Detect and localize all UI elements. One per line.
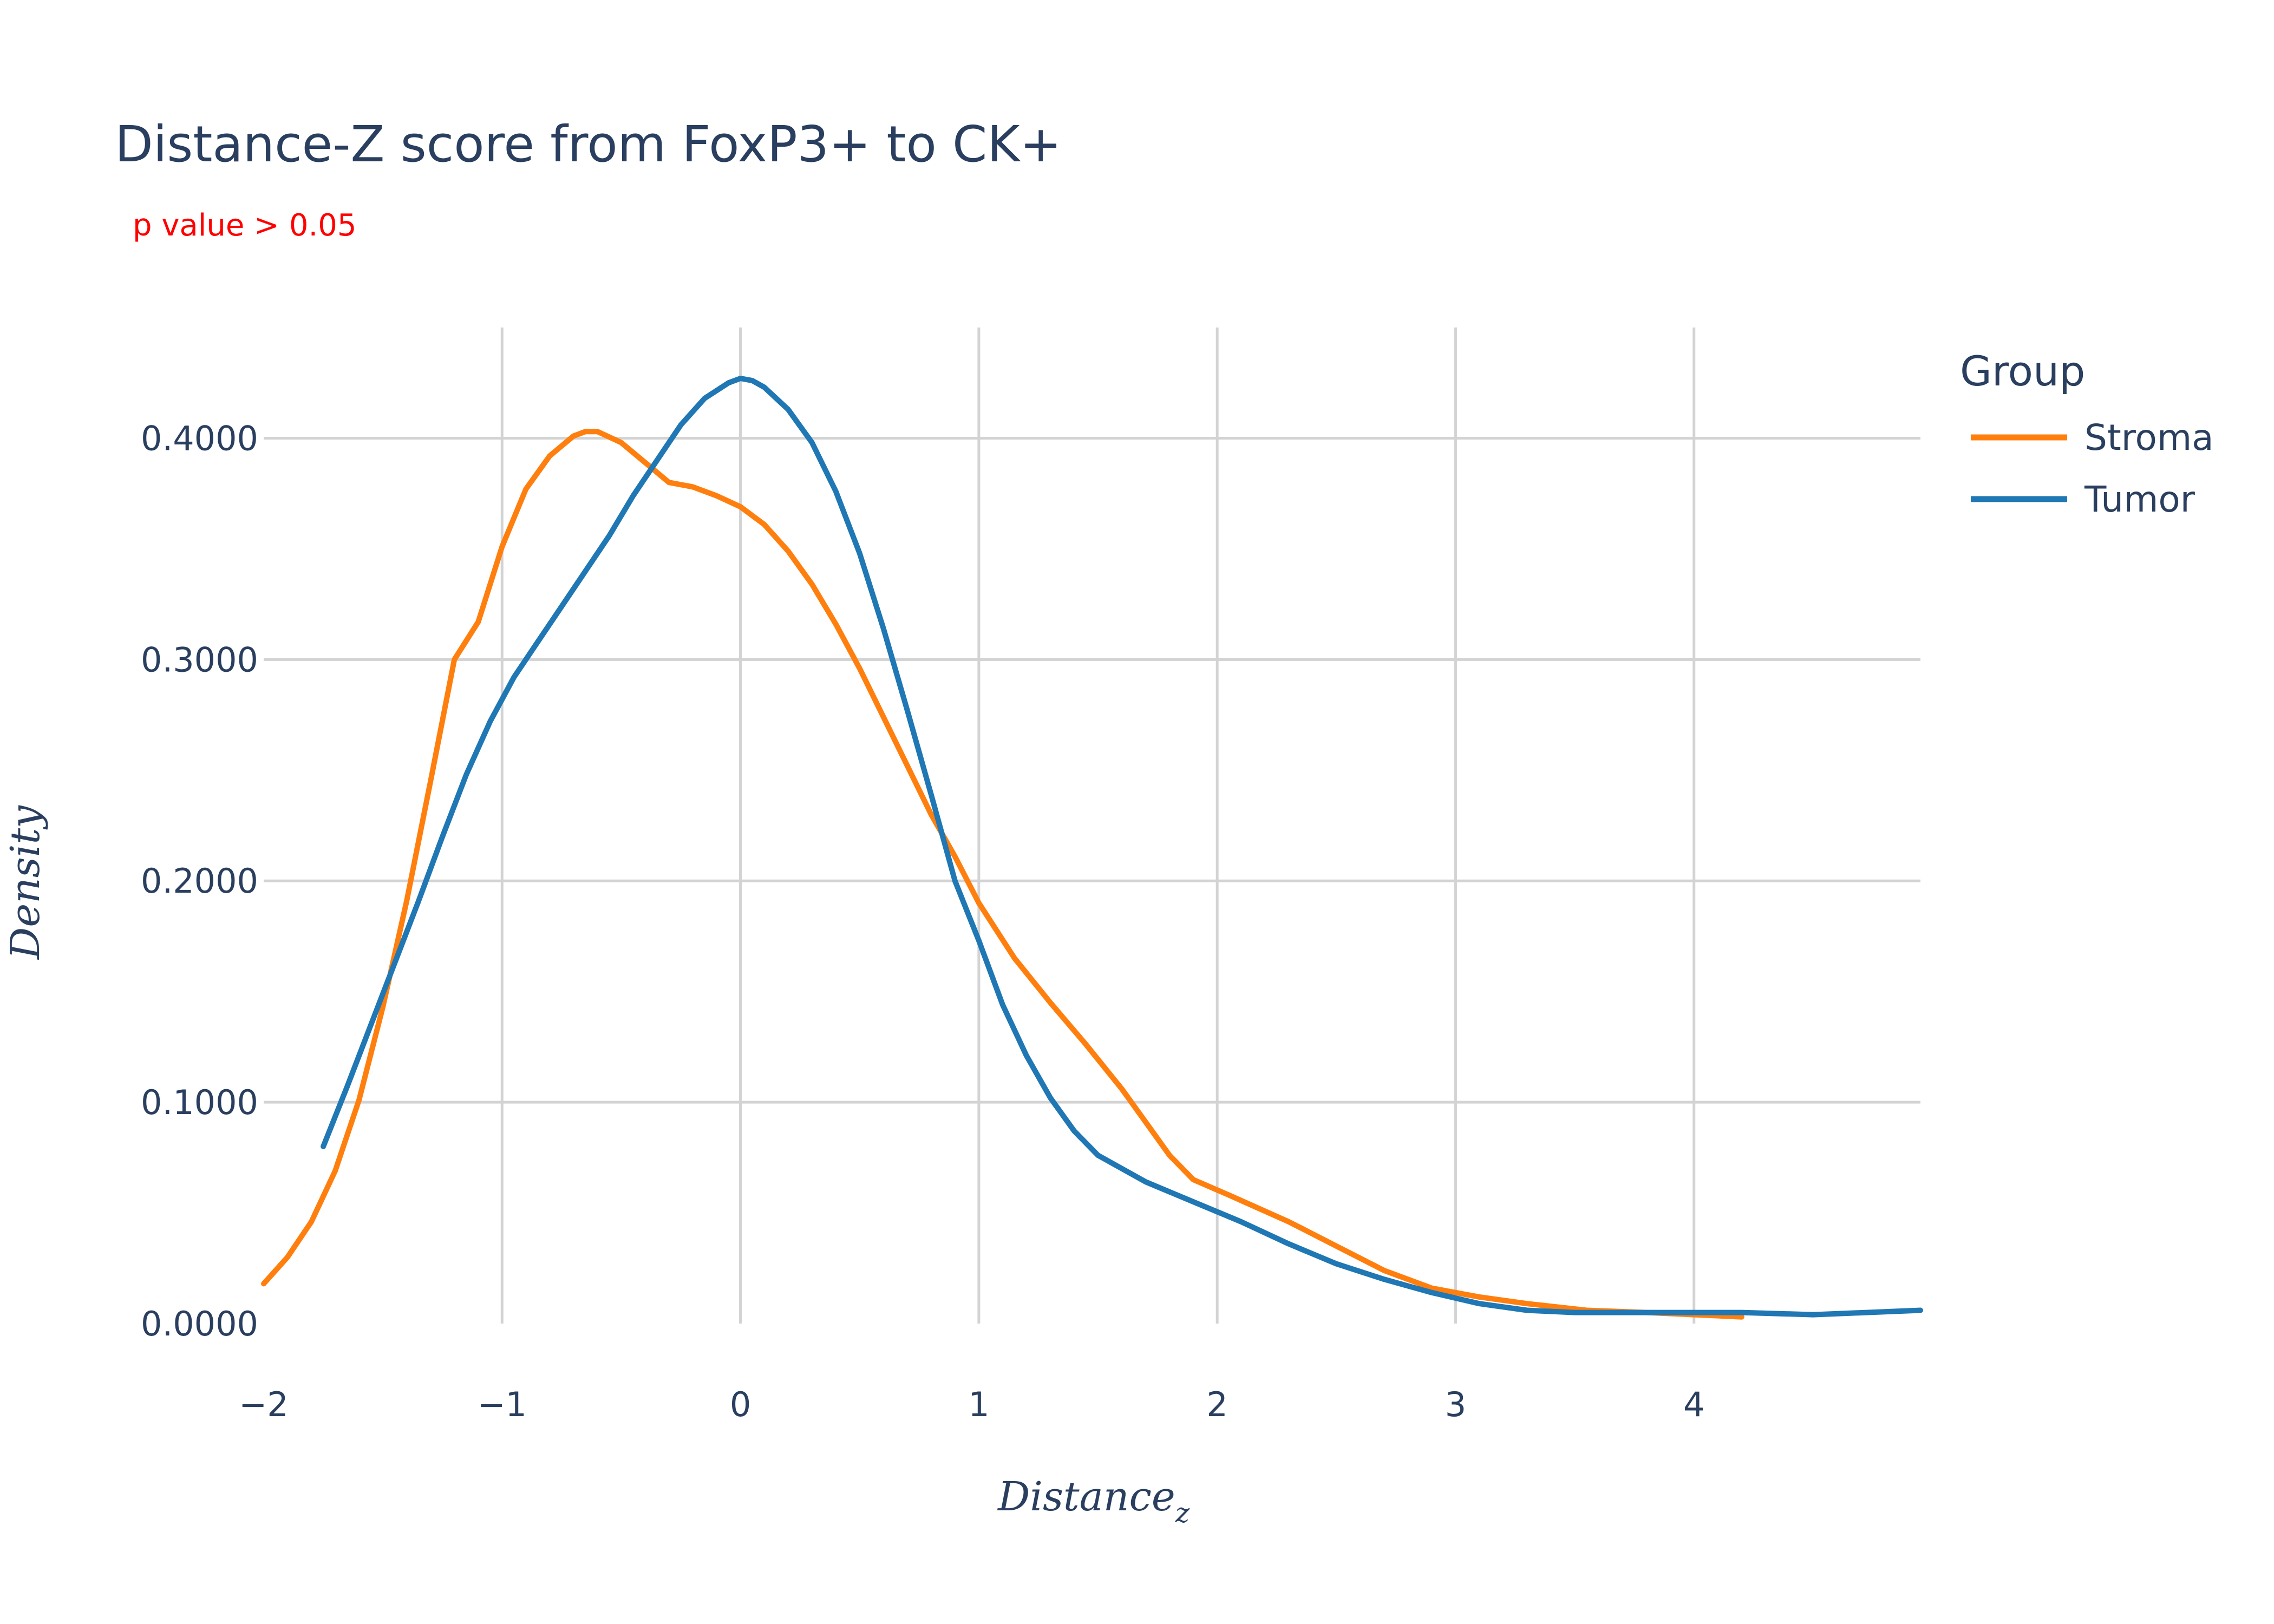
y-tick-label: 0.3000 xyxy=(141,640,258,679)
y-tick-label: 0.0000 xyxy=(141,1304,258,1344)
x-tick-label: 0 xyxy=(730,1385,751,1424)
x-tick-label: −2 xyxy=(239,1385,288,1424)
x-tick-label: 3 xyxy=(1445,1385,1466,1424)
legend: Group Stroma Tumor xyxy=(1960,347,2214,520)
x-tick-label: 4 xyxy=(1683,1385,1704,1424)
y-tick-label: 0.4000 xyxy=(141,418,258,458)
x-axis-label-main: Distance xyxy=(997,1474,1175,1520)
x-tick-label: 1 xyxy=(968,1385,989,1424)
x-tick-label: 2 xyxy=(1206,1385,1227,1424)
chart-title: Distance-Z score from FoxP3+ to CK+ xyxy=(115,115,1062,173)
series-line-tumor xyxy=(321,376,1923,1318)
x-tick-label: −1 xyxy=(478,1385,527,1424)
legend-title: Group xyxy=(1960,347,2085,395)
series-line-stroma xyxy=(261,429,1744,1320)
y-tick-label: 0.2000 xyxy=(141,861,258,901)
legend-item-stroma[interactable]: Stroma xyxy=(1971,417,2214,459)
series-lines xyxy=(261,376,1923,1320)
x-axis-ticks: −2 −1 0 1 2 3 4 xyxy=(239,1385,1704,1424)
y-axis-label: Density xyxy=(2,805,49,960)
chart-subtitle: p value > 0.05 xyxy=(133,208,357,243)
gridlines xyxy=(264,328,1920,1324)
x-axis-label: Distancez xyxy=(997,1474,1190,1529)
y-tick-label: 0.1000 xyxy=(141,1083,258,1122)
x-axis-label-subscript: z xyxy=(1175,1497,1190,1529)
y-axis-ticks: 0.0000 0.1000 0.2000 0.3000 0.4000 xyxy=(141,418,258,1344)
legend-label: Tumor xyxy=(2084,479,2195,520)
legend-label: Stroma xyxy=(2084,417,2214,459)
legend-items: Stroma Tumor xyxy=(1971,417,2214,520)
legend-item-tumor[interactable]: Tumor xyxy=(1971,479,2195,520)
